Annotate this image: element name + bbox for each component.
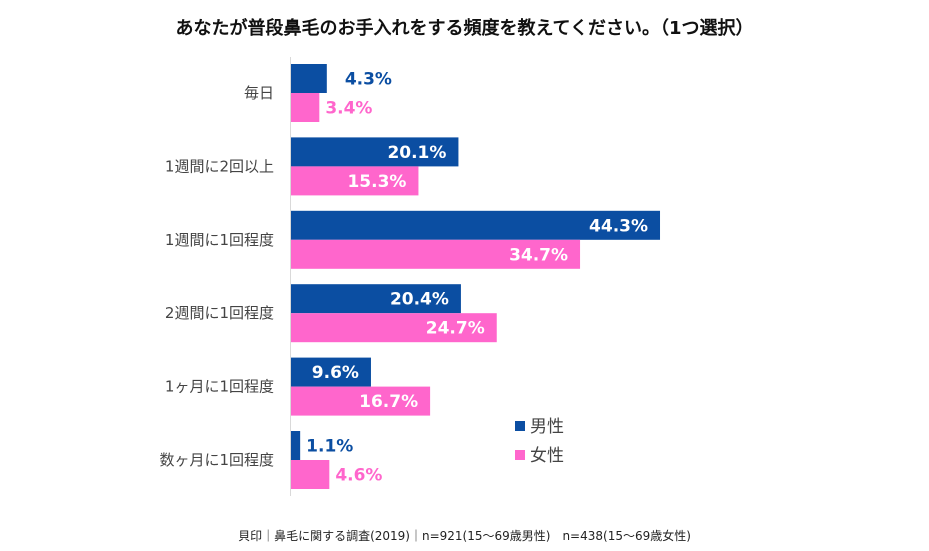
value-label: 1.1% bbox=[306, 437, 353, 457]
value-label: 44.3% bbox=[589, 216, 648, 236]
category-label: 2週間に1回程度 bbox=[165, 304, 274, 322]
source-footnote: 貝印｜鼻毛に関する調査(2019)｜n=921(15～69歳男性) n=438(… bbox=[238, 529, 691, 543]
value-label: 20.1% bbox=[387, 143, 446, 163]
legend-label-female: 女性 bbox=[530, 446, 564, 466]
category-label: 1週間に1回程度 bbox=[165, 231, 274, 249]
value-label: 3.4% bbox=[325, 99, 372, 119]
value-label: 4.6% bbox=[335, 466, 382, 486]
bar-female bbox=[291, 386, 431, 416]
category-label: 1週間に2回以上 bbox=[165, 157, 274, 175]
bar-female bbox=[291, 313, 497, 343]
value-label: 34.7% bbox=[509, 245, 568, 265]
legend-swatch-female bbox=[515, 450, 525, 460]
value-label: 15.3% bbox=[347, 172, 406, 192]
bar-male bbox=[291, 137, 459, 167]
bars-group: 4.3% 3.4% 20.1% 15.3% 44.3% 34.7% 20.4% 24.7% 9.… bbox=[291, 64, 661, 489]
value-label: 9.6% bbox=[312, 363, 359, 383]
category-label: 毎日 bbox=[244, 84, 274, 102]
bar-female bbox=[291, 166, 419, 196]
legend-label-male: 男性 bbox=[530, 417, 564, 437]
value-label: 20.4% bbox=[390, 290, 449, 310]
bar-male bbox=[291, 284, 461, 314]
category-labels: 毎日 1週間に2回以上 1週間に1回程度 2週間に1回程度 1ヶ月に1回程度数ヶ月に1回… bbox=[159, 84, 274, 469]
bar-female bbox=[291, 460, 330, 489]
bar-male bbox=[291, 210, 661, 240]
bar-male bbox=[291, 431, 301, 460]
bar-male bbox=[291, 357, 371, 387]
legend-swatch-male bbox=[515, 421, 525, 431]
bar-female bbox=[291, 93, 320, 122]
category-label: 1ヶ月に1回程度 bbox=[165, 378, 274, 396]
value-label: 4.3% bbox=[345, 70, 392, 90]
category-label: 数ヶ月に1回程度 bbox=[159, 451, 274, 469]
value-label: 24.7% bbox=[426, 319, 485, 339]
bar-female bbox=[291, 239, 581, 269]
chart-title: あなたが普段鼻毛のお手入れをする頻度を教えてください。（1つ選択） bbox=[175, 18, 754, 39]
bar-male bbox=[291, 64, 327, 93]
value-label: 16.7% bbox=[359, 392, 418, 412]
legend: 男性 女性 bbox=[515, 417, 564, 466]
